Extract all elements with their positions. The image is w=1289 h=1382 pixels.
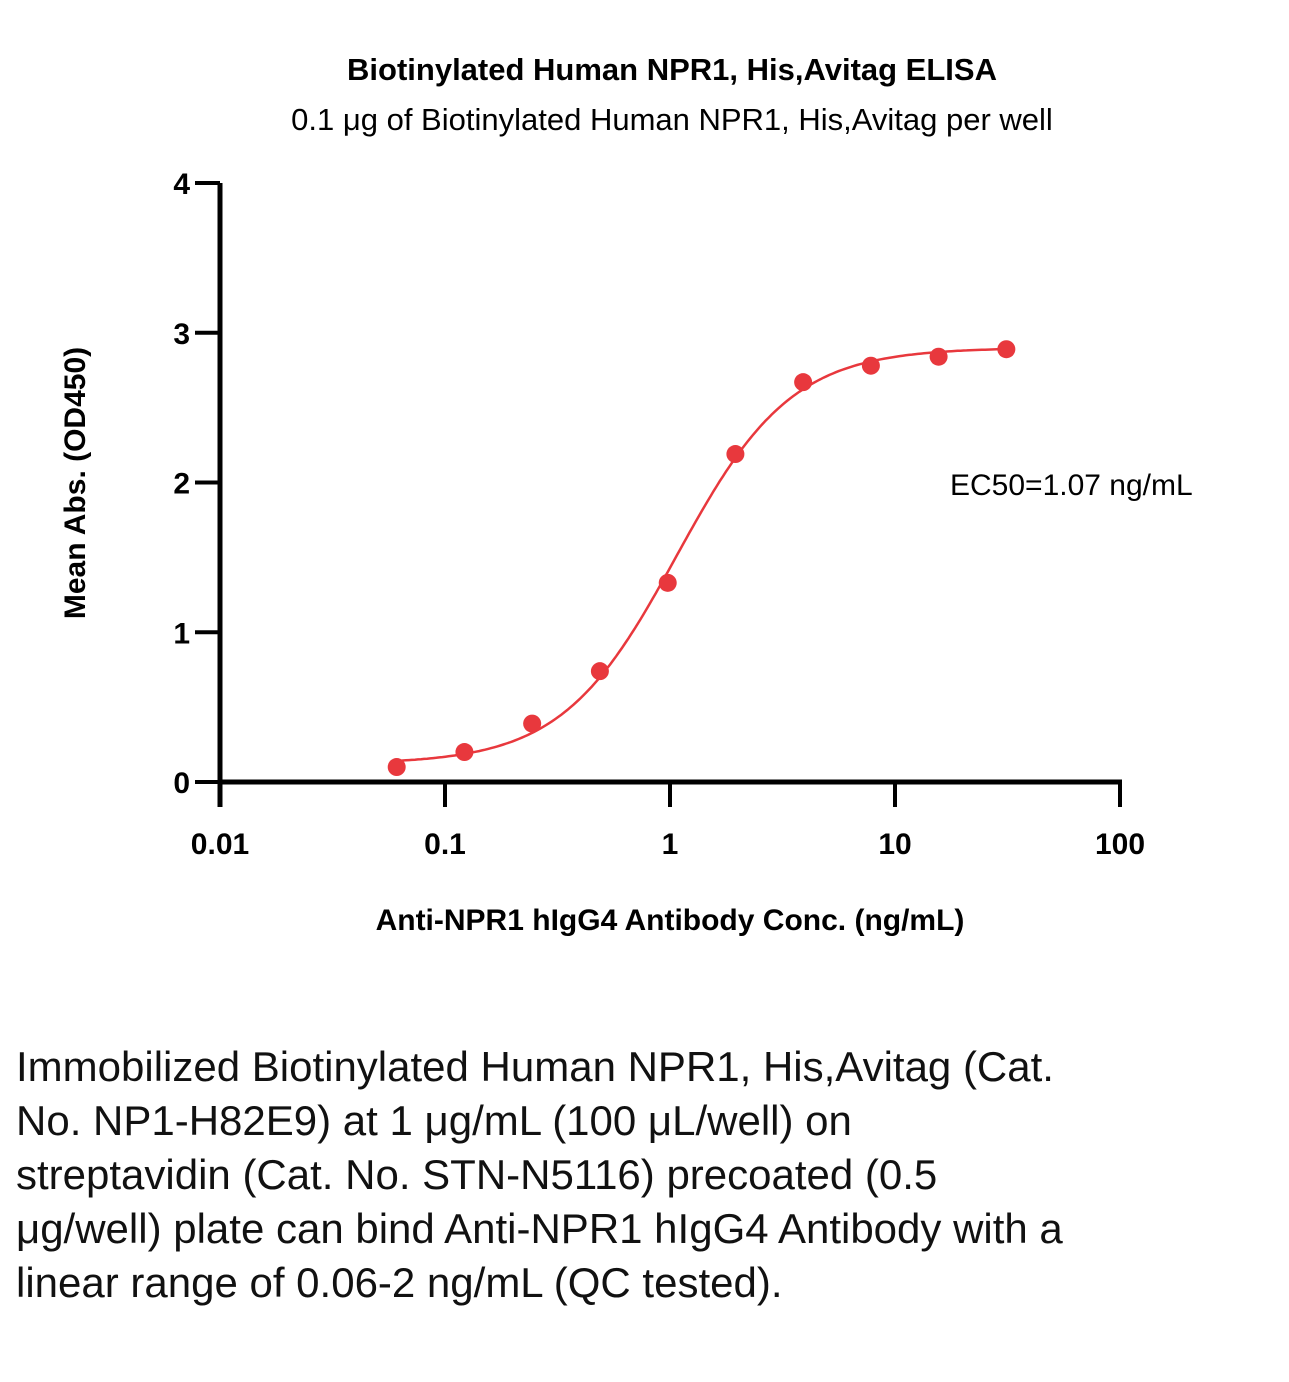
fit-curve — [396, 347, 1007, 763]
axes: 0 1 2 3 4 0.01 0.1 1 10 100 — [173, 168, 1145, 861]
data-point — [997, 340, 1016, 359]
data-point — [658, 573, 677, 592]
x-tick-label: 1 — [662, 828, 679, 861]
data-point — [523, 714, 542, 733]
y-axis-label: Mean Abs. (OD450) — [59, 347, 92, 619]
y-tick-label: 3 — [173, 318, 190, 351]
y-tick-label: 4 — [173, 168, 190, 201]
x-axis-label: Anti-NPR1 hIgG4 Antibody Conc. (ng/mL) — [376, 904, 965, 937]
y-tick-label: 1 — [173, 617, 190, 650]
y-tick-label: 2 — [173, 468, 190, 501]
ec50-annotation: EC50=1.07 ng/mL — [950, 469, 1193, 502]
figure-caption: Immobilized Biotinylated Human NPR1, His… — [16, 1043, 1063, 1306]
chart-subtitle: 0.1 μg of Biotinylated Human NPR1, His,A… — [291, 102, 1053, 137]
chart-title: Biotinylated Human NPR1, His,Avitag ELIS… — [347, 52, 997, 87]
x-tick-label: 0.01 — [191, 828, 249, 861]
data-point — [861, 356, 880, 375]
y-tick-label: 0 — [173, 767, 190, 800]
data-point — [929, 347, 948, 366]
elisa-chart: Biotinylated Human NPR1, His,Avitag ELIS… — [59, 52, 1193, 937]
x-tick-label: 10 — [878, 828, 911, 861]
data-point — [794, 373, 813, 392]
data-point — [590, 662, 609, 681]
data-points — [387, 340, 1016, 777]
data-point — [455, 743, 474, 762]
x-tick-label: 100 — [1095, 828, 1145, 861]
data-point — [387, 758, 406, 777]
x-tick-label: 0.1 — [424, 828, 466, 861]
data-point — [726, 445, 745, 464]
